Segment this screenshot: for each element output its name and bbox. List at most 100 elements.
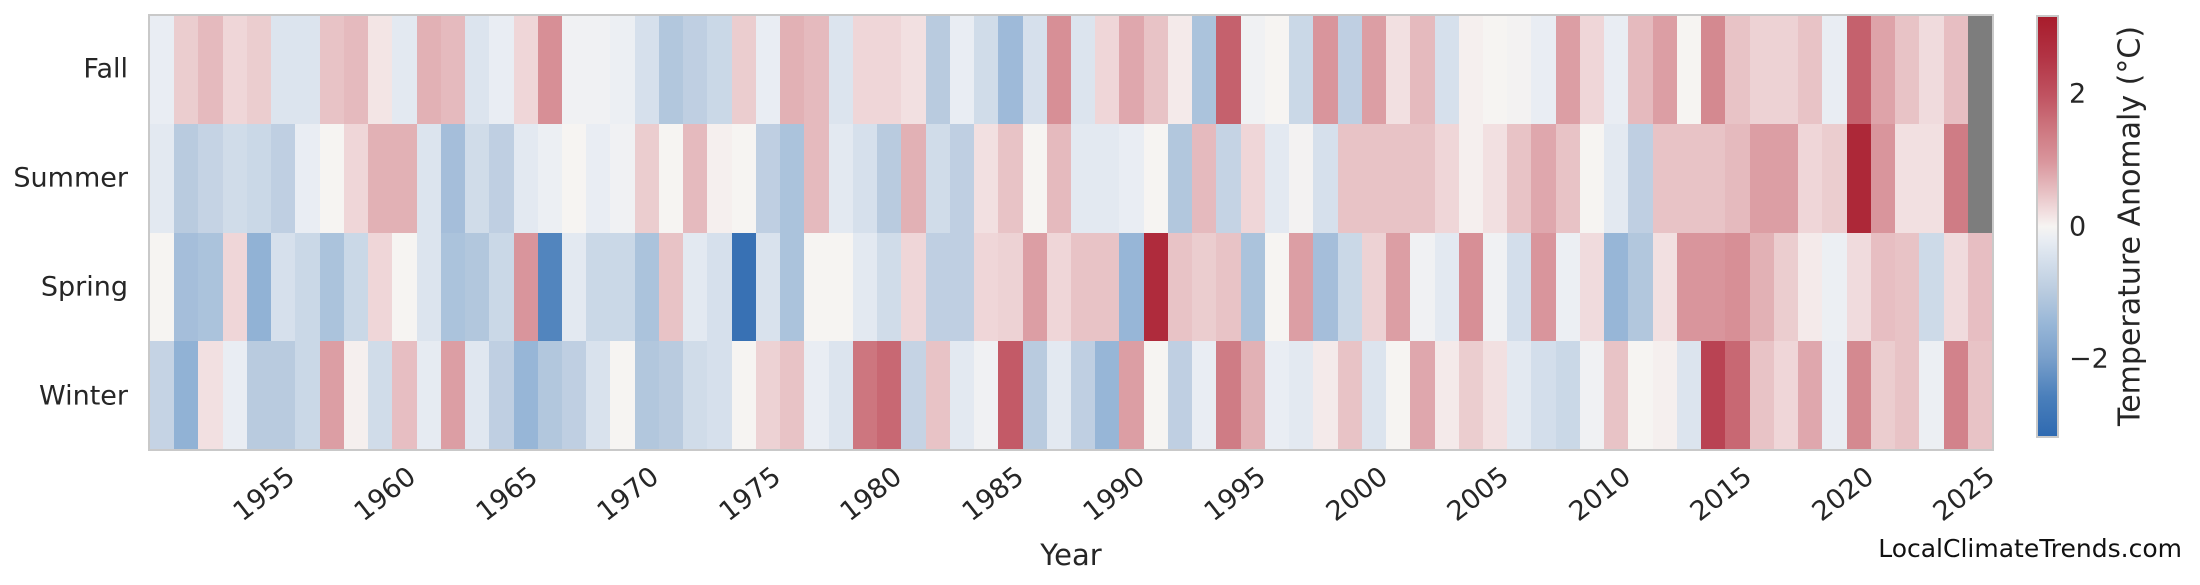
- heatmap-cell: [852, 16, 878, 125]
- heatmap-cell: [1604, 340, 1629, 449]
- heatmap-cell: [1870, 232, 1896, 341]
- heatmap-cell: [222, 340, 247, 449]
- heatmap-cell: [1701, 16, 1726, 125]
- heatmap-cell: [658, 340, 684, 449]
- heatmap-cell: [1749, 16, 1774, 125]
- heatmap-cell: [1289, 16, 1314, 125]
- heatmap-cell: [343, 124, 369, 233]
- heatmap-cell: [1483, 16, 1508, 125]
- heatmap-cell: [1701, 340, 1726, 449]
- heatmap-cell: [780, 340, 805, 449]
- heatmap-cell: [368, 124, 393, 233]
- heatmap-cell: [1070, 16, 1096, 125]
- heatmap-cell: [1555, 340, 1580, 449]
- heatmap-cell: [1095, 232, 1120, 341]
- heatmap-cell: [1507, 232, 1532, 341]
- heatmap-cell: [1337, 232, 1362, 341]
- heatmap-cell: [1483, 232, 1508, 341]
- heatmap-cell: [586, 232, 611, 341]
- heatmap-cell: [440, 124, 466, 233]
- heatmap-cell: [537, 16, 563, 125]
- heatmap-cell: [610, 340, 635, 449]
- heatmap-cell: [1434, 232, 1459, 341]
- heatmap-cell: [1216, 232, 1241, 341]
- heatmap-cell: [683, 16, 708, 125]
- x-tick-label: 1965: [470, 461, 544, 528]
- y-tick-label-fall: Fall: [83, 53, 128, 85]
- heatmap-cell: [1337, 340, 1362, 449]
- heatmap-cell: [1652, 16, 1677, 125]
- heatmap-cell: [1070, 124, 1096, 233]
- heatmap-cell: [198, 340, 223, 449]
- heatmap-cell: [1046, 232, 1071, 341]
- heatmap-cell: [828, 340, 853, 449]
- y-tick-label-spring: Spring: [40, 271, 128, 303]
- heatmap-cell: [1798, 232, 1823, 341]
- heatmap-cell: [998, 16, 1023, 125]
- heatmap-cell: [489, 16, 514, 125]
- heatmap-cell: [150, 232, 175, 341]
- heatmap-cell: [658, 16, 684, 125]
- heatmap-cell: [295, 232, 320, 341]
- heatmap-cell: [1458, 124, 1484, 233]
- colorbar-tick-label: 0: [2069, 211, 2087, 242]
- heatmap-cell: [1652, 340, 1677, 449]
- heatmap-cell: [1701, 232, 1726, 341]
- heatmap-cell: [1143, 124, 1168, 233]
- heatmap-cell: [877, 340, 902, 449]
- heatmap-cell: [998, 124, 1023, 233]
- heatmap-cell: [1022, 16, 1047, 125]
- heatmap-cell: [828, 124, 853, 233]
- heatmap-cell: [246, 232, 272, 341]
- heatmap-cell: [1289, 340, 1314, 449]
- heatmap-cell: [634, 16, 659, 125]
- heatmap-cell: [828, 232, 853, 341]
- heatmap-cell: [634, 124, 659, 233]
- heatmap-cell: [1531, 124, 1556, 233]
- heatmap-cell: [1386, 16, 1411, 125]
- heatmap-cell: [1579, 16, 1605, 125]
- heatmap-cell: [1458, 340, 1484, 449]
- heatmap-cell: [1070, 232, 1096, 341]
- heatmap-cell: [246, 124, 272, 233]
- heatmap-cell: [731, 340, 756, 449]
- heatmap-cell: [1895, 124, 1920, 233]
- heatmap-cell: [1095, 16, 1120, 125]
- heatmap-cell: [683, 124, 708, 233]
- heatmap-cell: [1386, 340, 1411, 449]
- heatmap-cell: [1507, 16, 1532, 125]
- heatmap-cell: [901, 124, 926, 233]
- heatmap-cell: [1313, 232, 1338, 341]
- heatmap-cell: [1410, 124, 1435, 233]
- heatmap-cell: [1192, 124, 1217, 233]
- heatmap-cell: [1725, 232, 1750, 341]
- heatmap-cell: [1628, 232, 1653, 341]
- heatmap-cell: [731, 16, 756, 125]
- heatmap-cell: [150, 16, 175, 125]
- heatmap-cell: [1264, 124, 1290, 233]
- heatmap-cell: [1361, 16, 1387, 125]
- heatmap-cell: [1676, 340, 1702, 449]
- heatmap-cell: [343, 232, 369, 341]
- heatmap-cell: [731, 232, 756, 341]
- heatmap-cell: [1216, 340, 1241, 449]
- heatmap-cell: [1119, 232, 1144, 341]
- heatmap-cell: [440, 232, 466, 341]
- heatmap-cell: [1095, 340, 1120, 449]
- heatmap-cell: [1361, 124, 1387, 233]
- heatmap-cell: [1967, 340, 1992, 449]
- heatmap-cell: [1531, 340, 1556, 449]
- heatmap-cell: [513, 232, 538, 341]
- heatmap-cell: [1434, 16, 1459, 125]
- heatmap-cell: [465, 16, 490, 125]
- heatmap-cell: [1773, 124, 1799, 233]
- heatmap-cell: [465, 232, 490, 341]
- x-tick-label: 2025: [1927, 461, 2001, 528]
- heatmap-cell: [343, 16, 369, 125]
- heatmap-cell: [1846, 340, 1871, 449]
- heatmap-cell: [683, 232, 708, 341]
- heatmap-cell: [1895, 340, 1920, 449]
- heatmap-cell: [901, 232, 926, 341]
- colorbar-gradient: [2036, 15, 2059, 438]
- heatmap-cell: [392, 232, 417, 341]
